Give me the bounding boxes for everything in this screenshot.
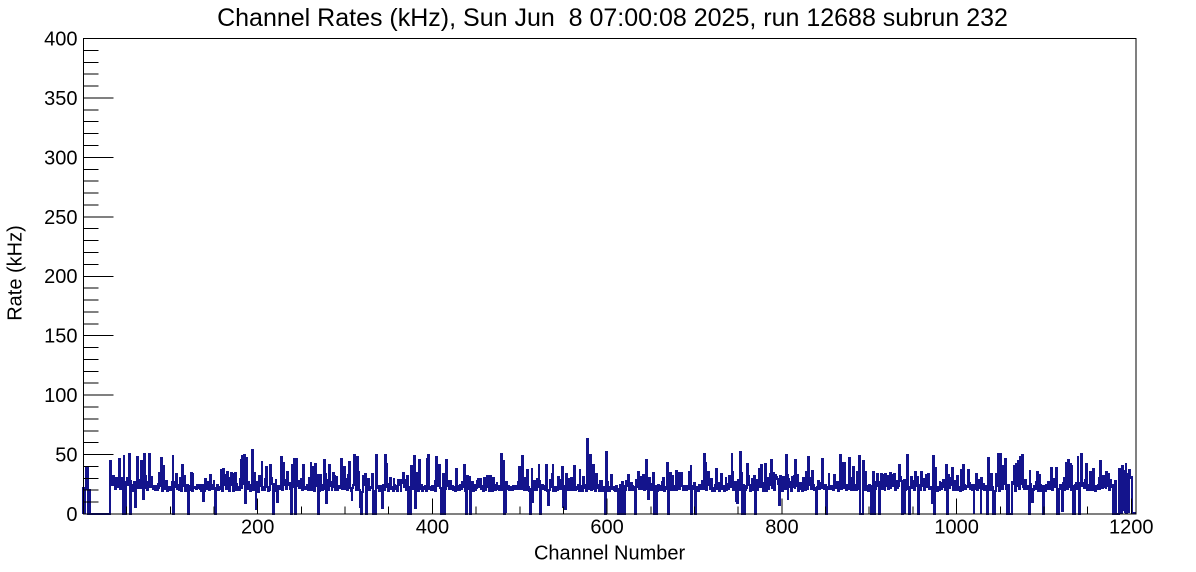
svg-text:200: 200 bbox=[44, 266, 77, 288]
svg-text:250: 250 bbox=[44, 207, 77, 229]
svg-text:Rate (kHz): Rate (kHz) bbox=[5, 225, 27, 321]
svg-text:800: 800 bbox=[765, 517, 798, 539]
svg-text:600: 600 bbox=[590, 517, 623, 539]
svg-text:200: 200 bbox=[241, 517, 274, 539]
svg-text:1000: 1000 bbox=[934, 517, 979, 539]
svg-text:400: 400 bbox=[44, 29, 77, 51]
svg-text:300: 300 bbox=[44, 147, 77, 169]
svg-text:0: 0 bbox=[66, 504, 77, 526]
svg-text:Channel Number: Channel Number bbox=[534, 543, 686, 565]
svg-text:400: 400 bbox=[416, 517, 449, 539]
svg-text:350: 350 bbox=[44, 88, 77, 110]
svg-text:50: 50 bbox=[55, 445, 77, 467]
svg-text:150: 150 bbox=[44, 326, 77, 348]
svg-text:100: 100 bbox=[44, 385, 77, 407]
svg-text:1200: 1200 bbox=[1109, 517, 1154, 539]
svg-text:Channel Rates (kHz), Sun Jun: Channel Rates (kHz), Sun Jun 8 07:00:08 … bbox=[217, 4, 1008, 32]
